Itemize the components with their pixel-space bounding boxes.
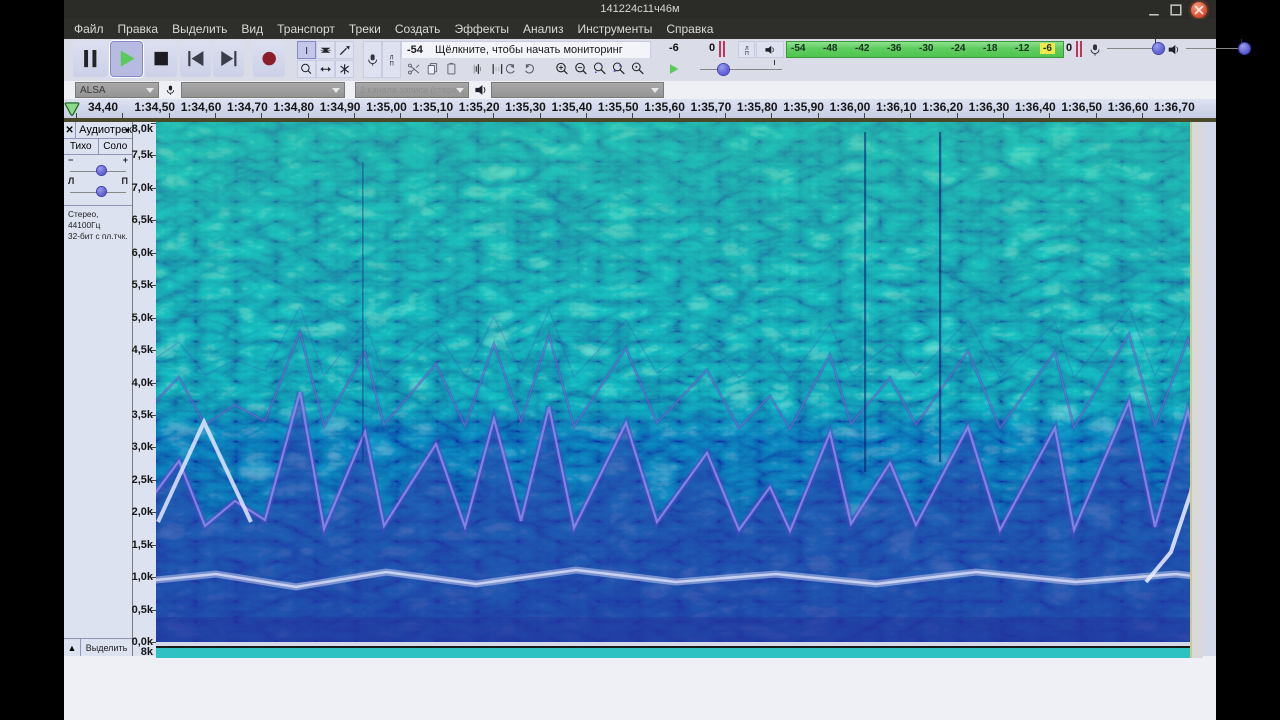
svg-text:Л: Л <box>390 55 394 61</box>
svg-text:П: П <box>389 61 393 67</box>
svg-text:I: I <box>305 46 308 56</box>
svg-text:П: П <box>745 51 749 56</box>
